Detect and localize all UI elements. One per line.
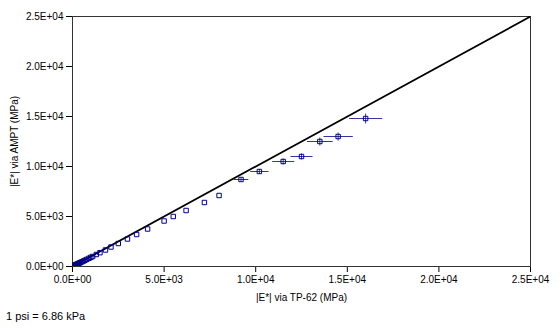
svg-text:|E*| via TP-62 (MPa): |E*| via TP-62 (MPa) <box>256 292 347 303</box>
svg-text:5.0E+03: 5.0E+03 <box>26 211 64 222</box>
svg-text:0.0E+00: 0.0E+00 <box>26 261 64 272</box>
svg-text:2.5E+04: 2.5E+04 <box>26 11 64 22</box>
svg-text:1.5E+04: 1.5E+04 <box>329 274 367 285</box>
svg-text:1.0E+04: 1.0E+04 <box>237 274 275 285</box>
svg-text:1.5E+04: 1.5E+04 <box>26 111 64 122</box>
svg-text:2.5E+04: 2.5E+04 <box>512 274 550 285</box>
svg-text:5.0E+03: 5.0E+03 <box>145 274 183 285</box>
svg-text:1.0E+04: 1.0E+04 <box>26 161 64 172</box>
svg-text:2.0E+04: 2.0E+04 <box>26 61 64 72</box>
svg-text:0.0E+00: 0.0E+00 <box>54 274 92 285</box>
html-text:1 psi = 6.86 kPa: 1 psi = 6.86 kPa <box>6 310 86 322</box>
svg-text:|E*| via AMPT (MPa): |E*| via AMPT (MPa) <box>9 96 20 187</box>
svg-text:2.0E+04: 2.0E+04 <box>420 274 458 285</box>
